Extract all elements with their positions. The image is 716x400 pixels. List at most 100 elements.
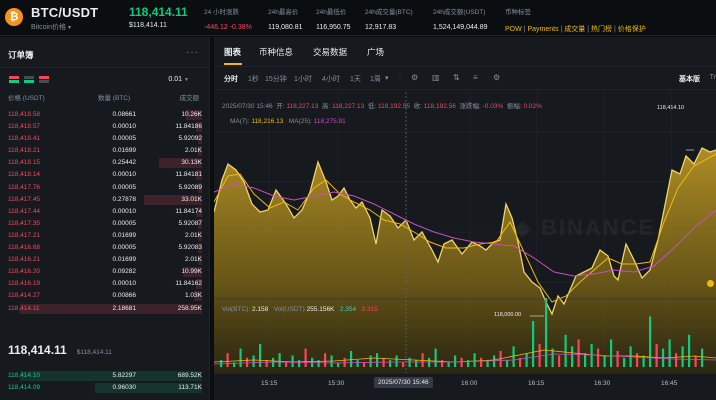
ask-row[interactable]: 118,418.15 0.25442 30.13K <box>0 157 210 169</box>
depth-bar <box>19 303 202 314</box>
time-axis: 15:15 15:30 2025/07/30 15:46 16:00 16:15… <box>214 373 716 400</box>
x-tick: 15:30 <box>328 380 345 387</box>
ask-row[interactable]: 118,418.21 0.01699 2.01K <box>0 145 210 157</box>
current-price-marker[interactable] <box>707 280 714 287</box>
depth-bar <box>196 206 202 217</box>
depth-bar <box>198 134 202 145</box>
volume-bar <box>460 357 463 367</box>
volume-bar <box>350 350 353 367</box>
volume-bar <box>317 360 320 367</box>
ask-price: 118,416.21 <box>8 256 41 264</box>
ask-row[interactable]: 118,417.45 0.27878 33.01K <box>0 194 210 206</box>
ohlc-readout: 2025/07/30 15:46 开: 118,227.13 高: 118,22… <box>222 103 542 110</box>
timeframe-more-chevron-icon[interactable]: ▾ <box>385 75 389 82</box>
tag-pow[interactable]: POW <box>505 26 522 33</box>
volume-bar <box>298 360 301 367</box>
pair-title[interactable]: BTC/USDT <box>31 5 99 20</box>
ask-amount: 0.01699 <box>112 147 137 155</box>
low-price-label: 118,000.00 <box>494 312 522 318</box>
ask-price: 118,416.68 <box>8 244 41 252</box>
volume-bar <box>363 362 366 367</box>
ask-row[interactable]: 118,418.58 0.08661 10.26K <box>0 109 210 121</box>
volume-readout: Vol(BTC): 2.158 Vol(USDT) 255.156K 2.354… <box>222 306 378 313</box>
price-chart[interactable] <box>214 92 716 373</box>
ask-row[interactable]: 118,416.68 0.00005 5.92083 <box>0 242 210 254</box>
tag-price-protection[interactable]: 价格保护 <box>617 26 646 33</box>
bid-row[interactable]: 118,414.09 0.96030 113.71K <box>0 382 210 394</box>
volume-bar <box>376 353 379 367</box>
depth-bar <box>19 371 202 381</box>
volume-bar <box>369 355 372 367</box>
depth-bar <box>196 279 202 290</box>
volume-bar <box>532 321 535 367</box>
timeframe-1h[interactable]: 1小时 <box>294 76 312 83</box>
timeframe-15m[interactable]: 15分钟 <box>265 76 287 83</box>
bid-total: 689.52K <box>177 372 202 379</box>
order-book: 订单簿 ··· 0.01 ▼ 价格 (USDT) 数量 (BTC) 成交额 118… <box>0 37 210 400</box>
bids-view-icon[interactable] <box>23 75 35 85</box>
settings-icon[interactable]: ⚙ <box>493 73 501 82</box>
volume-bar <box>623 357 626 367</box>
ask-row[interactable]: 118,417.44 0.00010 11.84174 <box>0 206 210 218</box>
ask-price: 118,417.21 <box>8 231 41 239</box>
tab-chart[interactable]: 图表 <box>224 47 242 57</box>
price-line <box>214 147 716 316</box>
ask-price: 118,417.45 <box>8 195 41 203</box>
x-tick: 16:00 <box>461 380 478 387</box>
divider <box>0 67 210 68</box>
ask-row[interactable]: 118,417.21 0.01699 2.01K <box>0 230 210 242</box>
tag-payments[interactable]: Payments <box>527 26 559 33</box>
x-tick: 16:45 <box>661 380 678 387</box>
ask-row[interactable]: 118,414.27 0.00866 1.03K <box>0 290 210 302</box>
bid-row[interactable]: 118,414.10 5.82297 689.52K <box>0 370 210 382</box>
ask-row[interactable]: 118,416.19 0.00010 11.84162 <box>0 278 210 290</box>
volume-bar <box>584 353 587 367</box>
ask-total: 33.01K <box>181 195 202 203</box>
ask-row[interactable]: 118,416.21 0.01699 2.01K <box>0 254 210 266</box>
view-tradingview-button[interactable]: Tr <box>709 74 716 81</box>
price-step-select[interactable]: 0.01 ▼ <box>168 76 189 83</box>
chart-panel: 图表 币种信息 交易数据 广场 分时 1秒 15分钟 1小时 4小时 1天 1周… <box>214 37 716 400</box>
volume-bar <box>564 334 567 367</box>
order-book-title: 订单簿 <box>8 50 34 60</box>
view-basic-button[interactable]: 基本版 <box>679 76 700 83</box>
tab-coin-info[interactable]: 币种信息 <box>259 47 294 57</box>
tag-volume[interactable]: 成交量 <box>564 26 586 33</box>
volume-bar <box>408 357 411 367</box>
volume-bar <box>701 348 704 367</box>
high-price-label: 118,414.10 <box>657 105 685 111</box>
ask-total: 2.01K <box>185 231 202 239</box>
active-tab-indicator <box>224 63 242 65</box>
tab-trading-data[interactable]: 交易数据 <box>313 47 348 57</box>
compare-icon[interactable]: ⇅ <box>453 73 460 82</box>
chevron-down-icon: ▼ <box>184 77 189 83</box>
timeframe-line[interactable]: 分时 <box>224 76 238 83</box>
more-icon[interactable]: ··· <box>186 47 199 58</box>
draw-tools-icon[interactable]: ≡ <box>473 73 478 82</box>
timeframe-1d[interactable]: 1天 <box>350 76 361 83</box>
volume-bar <box>675 353 678 367</box>
ask-row[interactable]: 118,418.57 0.00010 11.84186 <box>0 121 210 133</box>
ask-row[interactable]: 118,418.41 0.00005 5.92092 <box>0 133 210 145</box>
volume-bar <box>571 346 574 367</box>
timeframe-1s[interactable]: 1秒 <box>248 76 259 83</box>
timeframe-4h[interactable]: 4小时 <box>322 76 340 83</box>
ask-row[interactable]: 118,417.35 0.00005 5.92087 <box>0 218 210 230</box>
depth-bar <box>198 182 202 193</box>
coin-name[interactable]: Bitcoin价格 ▾ <box>31 24 71 31</box>
volume-bar <box>454 355 457 367</box>
ask-row[interactable]: 118,418.14 0.00010 11.84181 <box>0 169 210 181</box>
ask-amount: 0.25442 <box>112 159 137 167</box>
ask-row[interactable]: 118,416.20 0.09282 10.99K <box>0 266 210 278</box>
tab-square[interactable]: 广场 <box>367 47 385 57</box>
ask-row[interactable]: 118,417.76 0.00005 5.92089 <box>0 182 210 194</box>
ma-readout: MA(7): 118,216.13 MA(25): 118,275.91 <box>230 118 346 125</box>
candle-style-icon[interactable]: ▥ <box>432 73 440 82</box>
ask-row[interactable]: 118,414.11 2.18681 258.95K <box>0 303 210 315</box>
volume-bar <box>506 360 509 367</box>
timeframe-1w[interactable]: 1周 <box>370 76 381 83</box>
asks-view-icon[interactable] <box>38 75 50 85</box>
both-sides-view-icon[interactable] <box>8 75 20 85</box>
indicator-icon[interactable]: ⚙ <box>411 73 419 82</box>
tag-hot[interactable]: 热门榜 <box>591 26 613 33</box>
